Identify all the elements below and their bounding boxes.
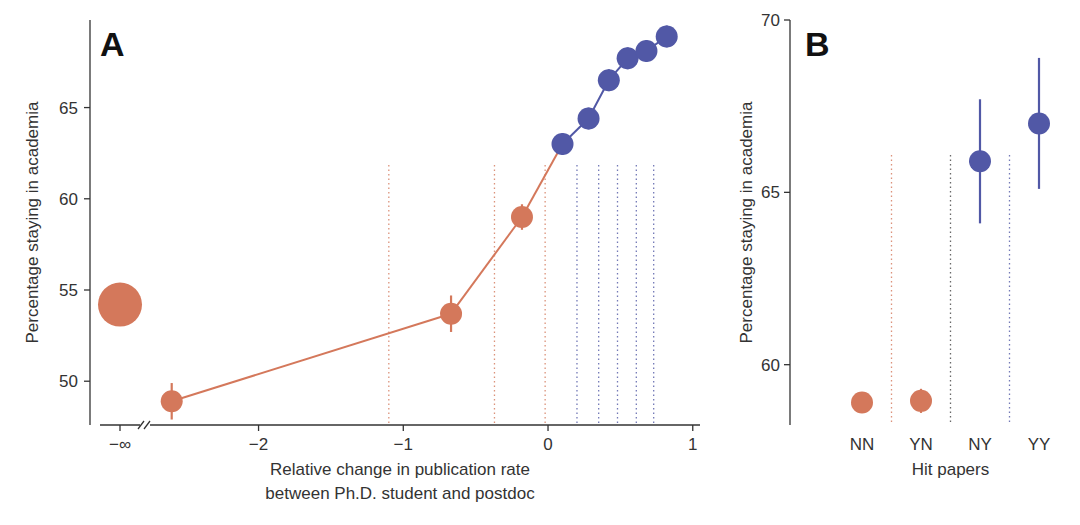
panel-b: 60 65 70 NN YN NY YY B Percentage staying in aca…: [737, 11, 1050, 479]
point: [552, 133, 574, 155]
x-tick-label: YY: [1028, 435, 1051, 454]
bin-edge: [388, 165, 389, 425]
y-label: Percentage staying in academia: [737, 101, 756, 343]
x-tick-label: 0: [543, 435, 552, 454]
y-tick-label: 65: [59, 99, 78, 118]
point: [617, 47, 639, 69]
data-b: [851, 58, 1050, 414]
panel-title: A: [100, 25, 125, 63]
bin-edge: [576, 165, 577, 425]
x-tick-label: −1: [394, 435, 413, 454]
y-label: Percentage staying in academia: [23, 101, 42, 343]
bin-edge: [598, 165, 599, 425]
separator: [1009, 155, 1010, 425]
bin-edge: [544, 165, 545, 425]
panel-a: 50 55 60 65 −∞ −2 −1 0 1 A Percentage staying in a…: [23, 20, 700, 503]
point: [851, 392, 873, 414]
y-tick: [84, 381, 90, 382]
x-axis: [150, 424, 700, 425]
point: [635, 40, 657, 62]
y-tick-label: 55: [59, 281, 78, 300]
bin-edge: [494, 165, 495, 425]
x-tick: [258, 425, 259, 431]
x-tick: [547, 425, 548, 431]
figure: 50 55 60 65 −∞ −2 −1 0 1 A Percentage staying in a…: [0, 0, 1080, 525]
point: [969, 150, 991, 172]
y-tick-label: 50: [59, 372, 78, 391]
panel-title: B: [805, 25, 830, 63]
separator: [891, 155, 892, 425]
separator: [950, 155, 951, 425]
point: [910, 390, 932, 412]
point-neg-inf: [98, 283, 142, 327]
point: [511, 206, 533, 228]
bin-edge: [636, 165, 637, 425]
line-segment: [522, 144, 563, 217]
x-tick: [692, 425, 693, 431]
point: [598, 69, 620, 91]
x-label: between Ph.D. student and postdoc: [265, 484, 535, 503]
y-tick: [84, 289, 90, 290]
y-tick: [784, 19, 790, 20]
y-tick: [84, 198, 90, 199]
bin-edge: [653, 165, 654, 425]
y-tick-label: 60: [761, 356, 780, 375]
line-segment: [172, 314, 451, 402]
x-tick-label: −∞: [109, 435, 131, 454]
point: [440, 303, 462, 325]
point: [578, 108, 600, 130]
x-label: Hit papers: [912, 460, 989, 479]
x-tick-label: 1: [688, 435, 697, 454]
y-axis: [89, 20, 90, 425]
bin-edge: [617, 165, 618, 425]
y-tick-label: 70: [761, 11, 780, 30]
point: [1028, 112, 1050, 134]
y-tick-label: 60: [59, 190, 78, 209]
x-tick-label: NN: [850, 435, 875, 454]
axis-break: [138, 421, 144, 429]
y-tick-label: 65: [761, 183, 780, 202]
x-tick: [403, 425, 404, 431]
y-tick: [84, 107, 90, 108]
y-tick: [784, 364, 790, 365]
x-tick-label: YN: [909, 435, 933, 454]
x-tick-label: −2: [249, 435, 268, 454]
point: [161, 390, 183, 412]
axis-break: [144, 421, 150, 429]
x-label: Relative change in publication rate: [270, 460, 530, 479]
x-tick-label: NY: [968, 435, 992, 454]
y-tick: [784, 192, 790, 193]
line-segment: [451, 217, 522, 314]
point: [656, 25, 678, 47]
x-tick: [119, 425, 120, 431]
data-a: [161, 25, 678, 419]
